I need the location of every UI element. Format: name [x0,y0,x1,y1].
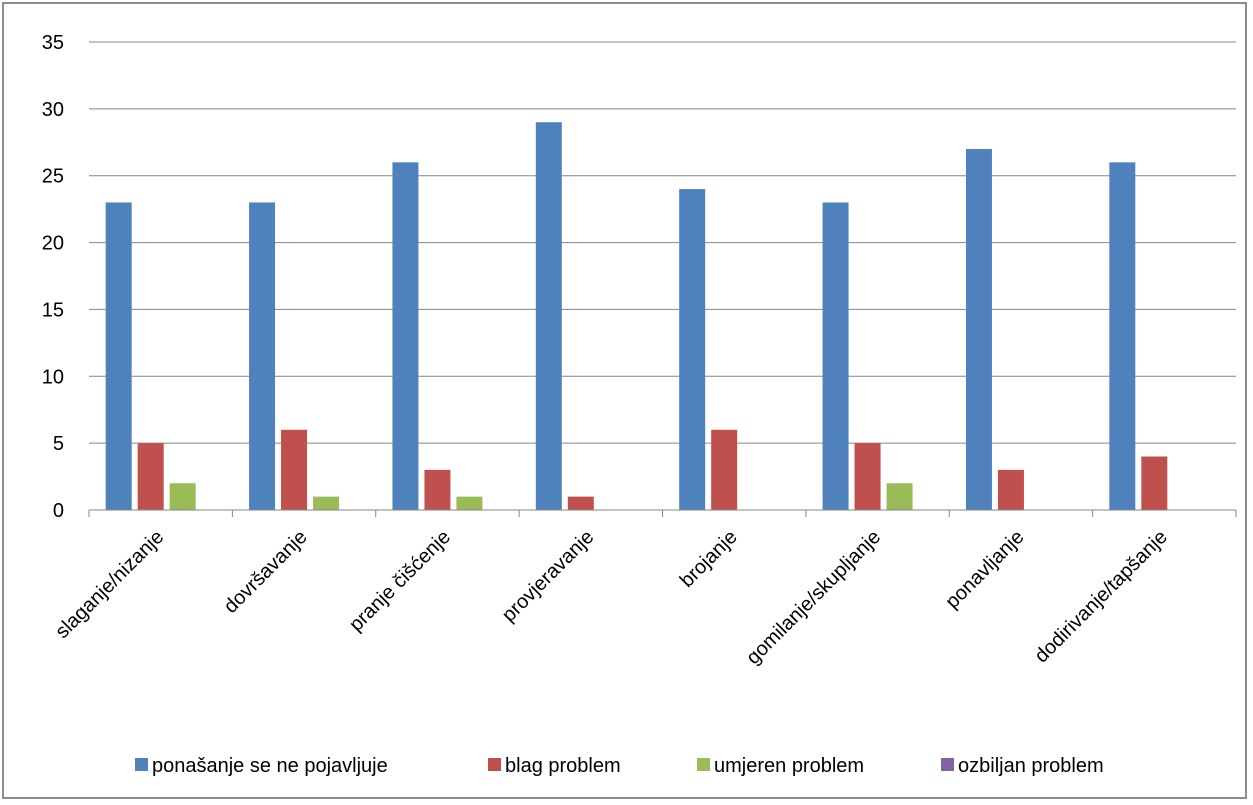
bar [822,202,849,510]
y-tick-label: 10 [42,366,64,388]
legend-swatch [697,758,710,771]
gridlines [89,41,1236,444]
legend-label: blag problem [505,755,621,777]
legend-label: ponašanje se ne pojavljuje [152,755,388,777]
bar [105,202,132,510]
bar [1109,162,1136,511]
legend: ponašanje se ne pojavljuje blag problem um… [135,755,1104,777]
x-category-label: slaganje/nizanje [51,526,168,643]
y-tick-label: 30 [42,99,64,121]
legend-label: umjeren problem [714,755,864,777]
legend-swatch [135,758,148,771]
legend-label: ozbiljan problem [958,755,1104,777]
x-axis-labels: slaganje/nizanje dovršavanje pranje čišćen… [51,526,1172,669]
bar [679,189,706,511]
bar [997,469,1024,510]
x-category-label: gomilanje/skupljanje [742,526,885,669]
bar [535,122,562,510]
bar [424,469,451,510]
bar [169,483,196,510]
y-tick-label: 0 [53,500,64,522]
bar [854,443,881,510]
y-axis-ticks: 0 5 10 15 20 25 30 35 [42,32,64,522]
bar [965,148,992,510]
bar [249,202,276,510]
y-tick-label: 15 [42,299,64,321]
x-category-label: brojanje [676,526,742,592]
y-tick-label: 20 [42,233,64,255]
bar [886,483,913,510]
x-category-label: pranje čišćenje [345,526,455,636]
y-tick-label: 25 [42,166,64,188]
legend-swatch [488,758,501,771]
bars [105,122,1168,511]
x-category-label: provjeravanje [498,526,598,626]
x-axis-tick-marks [88,510,1237,517]
bar [281,429,308,510]
x-category-label: ponavljanje [941,526,1028,613]
bar [137,443,164,510]
bar [313,496,340,510]
bar [567,496,594,510]
x-category-label: dovršavanje [220,526,312,618]
bar [392,162,419,511]
x-category-label: dodirivanje/tapšanje [1030,526,1171,667]
legend-swatch [941,758,954,771]
bar [1141,456,1168,510]
bar [456,496,483,510]
y-tick-label: 5 [53,433,64,455]
bar [711,429,738,510]
y-tick-label: 35 [42,32,64,54]
